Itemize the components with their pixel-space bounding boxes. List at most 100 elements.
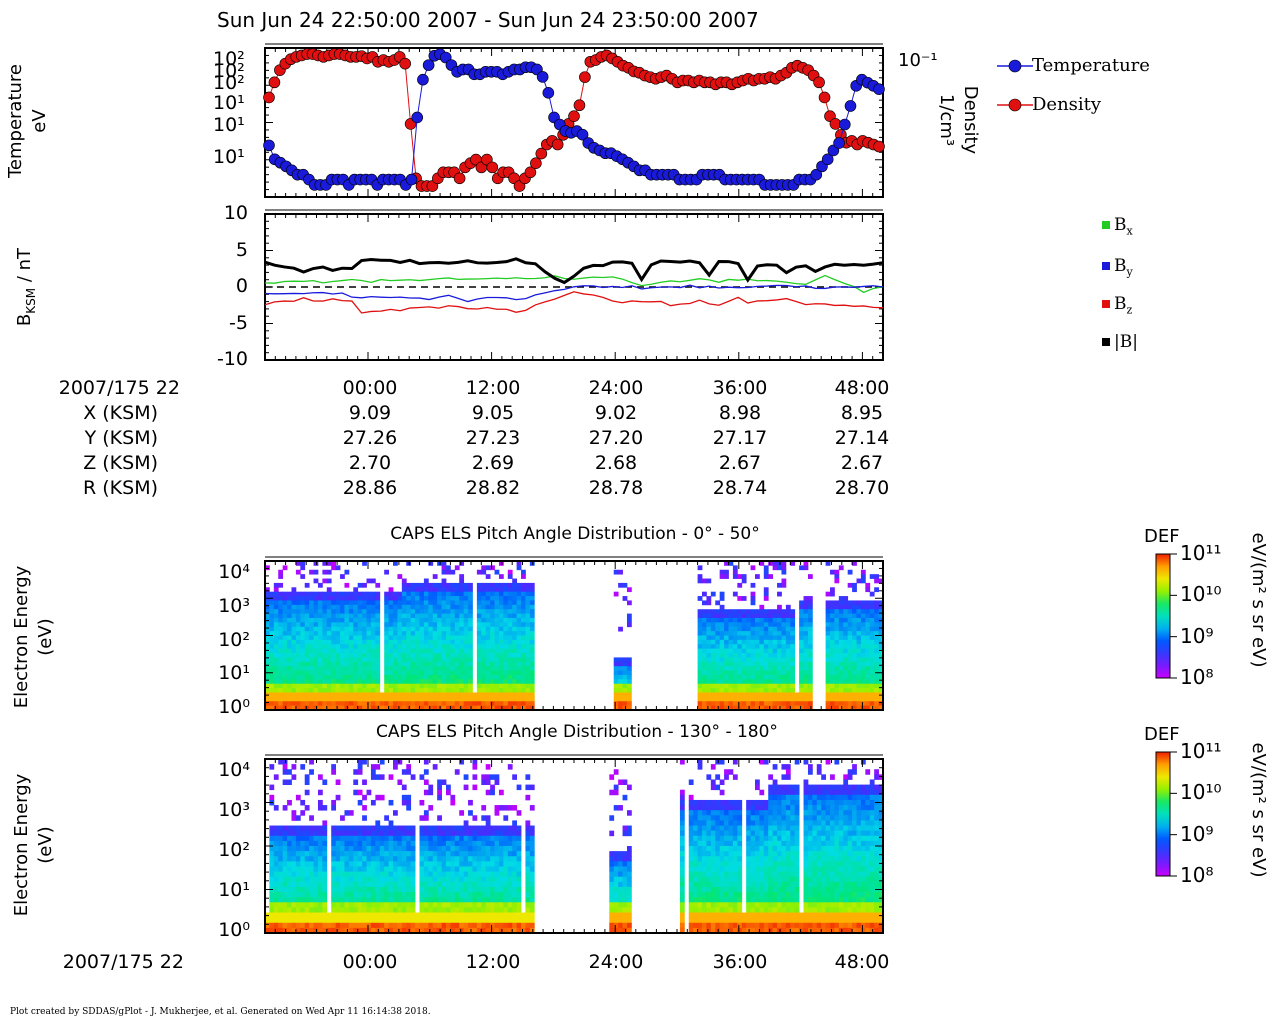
spectrogram-1-cell <box>728 639 734 645</box>
spectrogram-2-cell <box>445 866 451 872</box>
spectrogram-1-cell <box>331 688 337 693</box>
spectrogram-1-cell <box>344 635 350 641</box>
spectrogram-1-cell <box>300 657 306 663</box>
spectrogram-1-cell <box>419 683 425 689</box>
spectrogram-1-cell <box>282 626 288 632</box>
spectrogram-2-cell <box>468 840 473 847</box>
spectrogram-1-cell <box>441 670 447 676</box>
spectrogram-1-cell <box>865 609 871 614</box>
spectrogram-2-cell <box>273 840 279 847</box>
spectrogram-1-cell <box>353 613 359 619</box>
spectrogram-1-cell <box>397 574 403 579</box>
spectrogram-1-cell <box>304 692 310 698</box>
spectrogram-1-cell <box>834 648 840 654</box>
spectrogram-1-cell <box>507 705 513 711</box>
spectrogram-2-cell <box>340 840 345 847</box>
spectrogram-2-cell <box>459 917 465 924</box>
spectrogram-2-cell <box>397 876 403 883</box>
spectrogram-1-cell <box>476 609 482 614</box>
spectrogram-2-cell <box>362 846 367 852</box>
spectrogram-2-cell <box>503 886 509 893</box>
spectrogram-2-cell <box>322 830 328 837</box>
spectrogram-2-cell <box>516 881 522 888</box>
spectrogram-2-cell <box>384 897 389 903</box>
spectrogram-1-cell <box>719 604 725 610</box>
spectrogram-2-cell <box>618 907 623 913</box>
spectrogram-1-cell <box>445 631 451 636</box>
spectrogram-1-cell <box>340 631 345 636</box>
spectrogram-2-cell <box>463 892 469 898</box>
spectrogram-1-cell <box>494 661 500 667</box>
spectrogram-1-cell <box>521 701 526 707</box>
spectrogram-1-cell <box>750 661 756 667</box>
spectrogram-1-cell <box>437 613 442 619</box>
spectrogram-1-cell <box>287 648 292 654</box>
spectrogram-1-cell <box>331 696 337 702</box>
spectrogram-1-cell <box>441 613 447 619</box>
spectrogram-1-cell <box>419 696 425 702</box>
spectrogram-1-cell <box>432 635 438 641</box>
spectrogram-1-cell <box>847 569 853 575</box>
spectrogram-1-cell <box>344 701 350 707</box>
spectrogram-1-cell <box>803 705 809 711</box>
spectrogram-1-cell <box>847 696 853 702</box>
spectrogram-2-cell <box>375 774 381 780</box>
spectrogram-1-cell <box>445 600 451 606</box>
spectrogram-2-cell <box>335 902 341 908</box>
spectrogram-1-cell <box>807 613 813 619</box>
spectrogram-1-cell <box>437 591 442 597</box>
spectrogram-1-cell <box>838 631 844 636</box>
spectrogram-2-cell <box>269 881 275 888</box>
spectrogram-2-cell <box>445 840 451 847</box>
spectrogram-1-cell <box>459 631 465 636</box>
spectrogram-2-cell <box>291 876 297 883</box>
spectrogram-1-cell <box>503 657 509 663</box>
spectrogram-1-cell <box>362 644 367 650</box>
spectrogram-2-cell <box>322 917 328 924</box>
spectrogram-2-cell <box>357 851 363 857</box>
spectrogram-1-cell <box>516 604 522 610</box>
spectrogram-1-cell <box>485 596 491 601</box>
spectrogram-1-cell <box>737 635 743 641</box>
spectrogram-1-cell <box>454 648 460 654</box>
spectrogram-1-cell <box>304 705 310 711</box>
spectrogram-1-cell <box>521 587 526 593</box>
spectrogram-1-cell <box>503 582 509 588</box>
spectrogram-2-cell <box>503 835 509 842</box>
spectrogram-1-cell <box>865 683 871 689</box>
spectrogram-1-cell <box>750 631 756 636</box>
spectrogram-1-cell <box>331 692 337 698</box>
spectrogram-1-cell <box>432 657 438 663</box>
spectrogram-2-cell <box>300 912 306 919</box>
spectrogram-1-cell <box>410 639 416 645</box>
spectrogram-1-cell <box>529 666 535 671</box>
spectrogram-2-cell <box>313 861 319 867</box>
spectrogram-1-cell <box>357 626 363 632</box>
spectrogram-1-cell <box>622 683 628 689</box>
spectrogram-1-cell <box>326 674 332 680</box>
spectrogram-1-cell <box>706 661 712 667</box>
spectrogram-1-cell <box>807 622 813 628</box>
spectrogram-2-cell <box>291 856 297 862</box>
spectrogram-2-cell <box>309 866 314 872</box>
spectrogram-2-cell <box>450 861 456 867</box>
spectrogram-2-cell <box>384 835 389 842</box>
spectrogram-1-cell <box>428 670 434 676</box>
spectrogram-1-cell <box>490 591 495 597</box>
spectrogram-1-cell <box>754 657 760 663</box>
spectrogram-1-cell <box>468 701 473 707</box>
spectrogram-1-cell <box>423 617 429 623</box>
spectrogram-2-cell <box>459 846 465 852</box>
spectrogram-1-cell <box>322 561 328 566</box>
spectrogram-1-cell <box>393 561 398 566</box>
spectrogram-1-cell <box>529 648 535 654</box>
spectrogram-1-cell <box>393 617 398 623</box>
spectrogram-2-cell <box>317 917 323 924</box>
spectrogram-2-cell <box>476 825 482 832</box>
spectrogram-2-cell <box>512 820 518 826</box>
spectrogram-1-cell <box>697 683 703 689</box>
spectrogram-1-cell <box>437 622 442 628</box>
spectrogram-2-cell <box>468 830 473 837</box>
spectrogram-2-cell <box>317 871 323 878</box>
spectrogram-2-cell <box>379 759 385 765</box>
